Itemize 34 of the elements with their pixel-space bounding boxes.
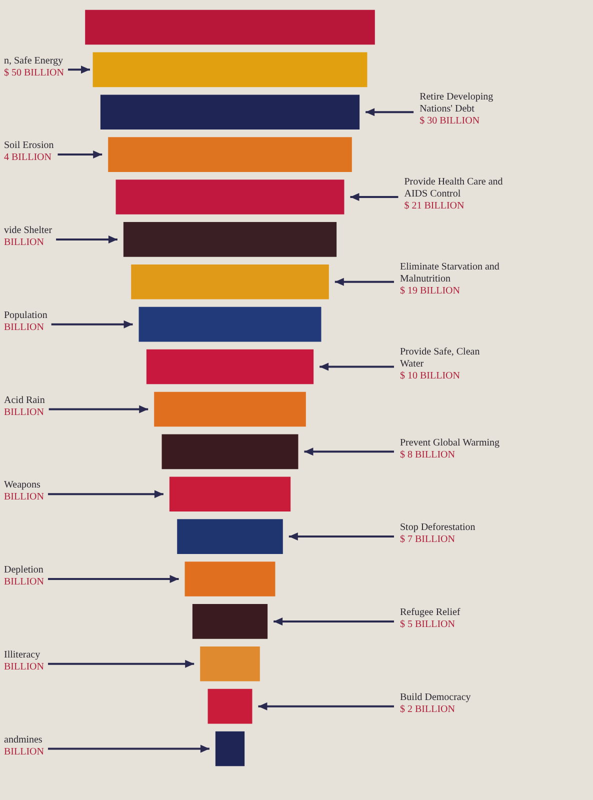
- data-label: 4 BILLION: [4, 152, 52, 164]
- category-label: andmines: [4, 734, 42, 746]
- data-label: $ 5 BILLION: [400, 619, 455, 630]
- data-label: $ 8 BILLION: [400, 449, 455, 460]
- category-label: Illiteracy: [4, 650, 40, 661]
- category-label: Provide Health Care and AIDS Control: [404, 176, 503, 200]
- data-label: BILLION: [4, 406, 44, 418]
- data-label: $ 21 BILLION: [404, 200, 464, 212]
- category-label: Retire Developing Nations' Debt: [420, 92, 494, 115]
- data-label: BILLION: [4, 746, 44, 758]
- category-label: Weapons: [4, 480, 41, 491]
- data-label: $ 2 BILLION: [400, 704, 455, 715]
- data-label: $ 19 BILLION: [400, 286, 460, 297]
- data-label: BILLION: [4, 322, 44, 333]
- data-label: $ 50 BILLION: [4, 67, 64, 78]
- category-label: Population: [4, 310, 48, 321]
- category-label: Build Democracy: [400, 692, 471, 703]
- category-label: Provide Safe, Clean Water: [400, 346, 480, 370]
- category-label: Prevent Global Warming: [400, 437, 500, 448]
- data-label: BILLION: [4, 662, 44, 673]
- category-label: Soil Erosion: [4, 140, 54, 152]
- data-label: BILLION: [4, 576, 44, 588]
- category-label: Depletion: [4, 564, 44, 576]
- category-label: n, Safe Energy: [4, 55, 63, 66]
- category-label: Acid Rain: [4, 394, 45, 406]
- data-label: $ 7 BILLION: [400, 534, 455, 546]
- data-label: BILLION: [4, 237, 44, 248]
- category-label: Refugee Relief: [400, 607, 461, 618]
- data-label: $ 10 BILLION: [400, 370, 460, 382]
- category-label: Eliminate Starvation and Malnutrition: [400, 262, 500, 285]
- category-label: vide Shelter: [4, 225, 53, 236]
- data-label: BILLION: [4, 492, 44, 503]
- data-label: $ 30 BILLION: [420, 116, 480, 127]
- category-label: Stop Deforestation: [400, 522, 476, 534]
